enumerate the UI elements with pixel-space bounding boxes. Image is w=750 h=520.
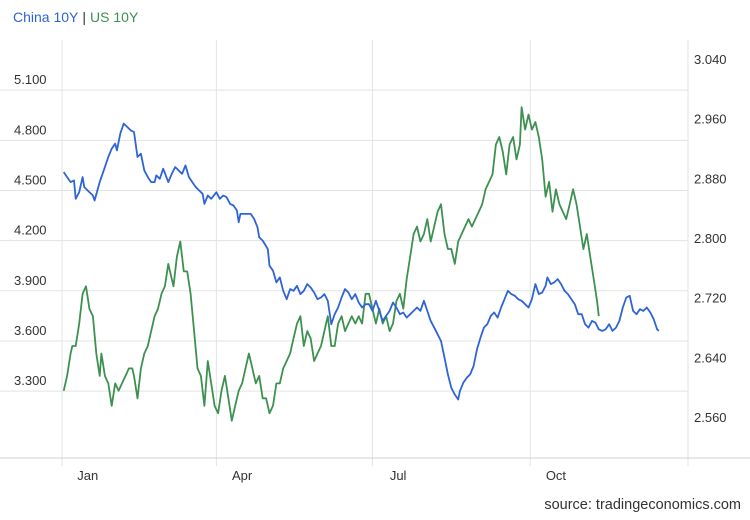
china-10y-line[interactable] <box>62 122 660 401</box>
left-tick-label: 4.200 <box>14 223 47 238</box>
series-lines <box>62 106 660 422</box>
right-tick-label: 2.800 <box>694 231 727 246</box>
left-tick-label: 4.800 <box>14 122 47 137</box>
x-tick-label-jul: Jul <box>390 468 407 483</box>
x-axis-ticks: Jan Apr Jul Oct <box>77 468 566 483</box>
left-tick-label: 4.500 <box>14 172 47 187</box>
source-credit: source: tradingeconomics.com <box>544 497 741 513</box>
left-tick-label: 3.300 <box>14 373 47 388</box>
x-tick-label-apr: Apr <box>232 468 253 483</box>
x-tick-label-oct: Oct <box>546 468 567 483</box>
us-10y-line[interactable] <box>62 106 600 422</box>
legend: China 10Y | US 10Y <box>13 9 138 25</box>
right-tick-label: 2.880 <box>694 171 727 186</box>
right-tick-label: 3.040 <box>694 52 727 67</box>
left-tick-label: 3.900 <box>14 273 47 288</box>
legend-separator: | <box>82 9 87 25</box>
right-tick-label: 2.960 <box>694 112 727 127</box>
legend-china-10y[interactable]: China 10Y <box>13 9 79 25</box>
left-tick-label: 5.100 <box>14 72 47 87</box>
x-grid-lines <box>61 40 689 466</box>
x-tick-label-jan: Jan <box>77 468 98 483</box>
right-tick-label: 2.560 <box>694 410 727 425</box>
right-tick-label: 2.640 <box>694 350 727 365</box>
left-y-axis-ticks: 5.100 4.800 4.500 4.200 3.900 3.600 3.300 <box>14 72 47 388</box>
legend-us-10y[interactable]: US 10Y <box>90 9 139 25</box>
right-y-axis-ticks: 3.040 2.960 2.880 2.800 2.720 2.640 2.560 <box>694 52 727 425</box>
right-tick-label: 2.720 <box>694 291 727 306</box>
left-tick-label: 3.600 <box>14 323 47 338</box>
